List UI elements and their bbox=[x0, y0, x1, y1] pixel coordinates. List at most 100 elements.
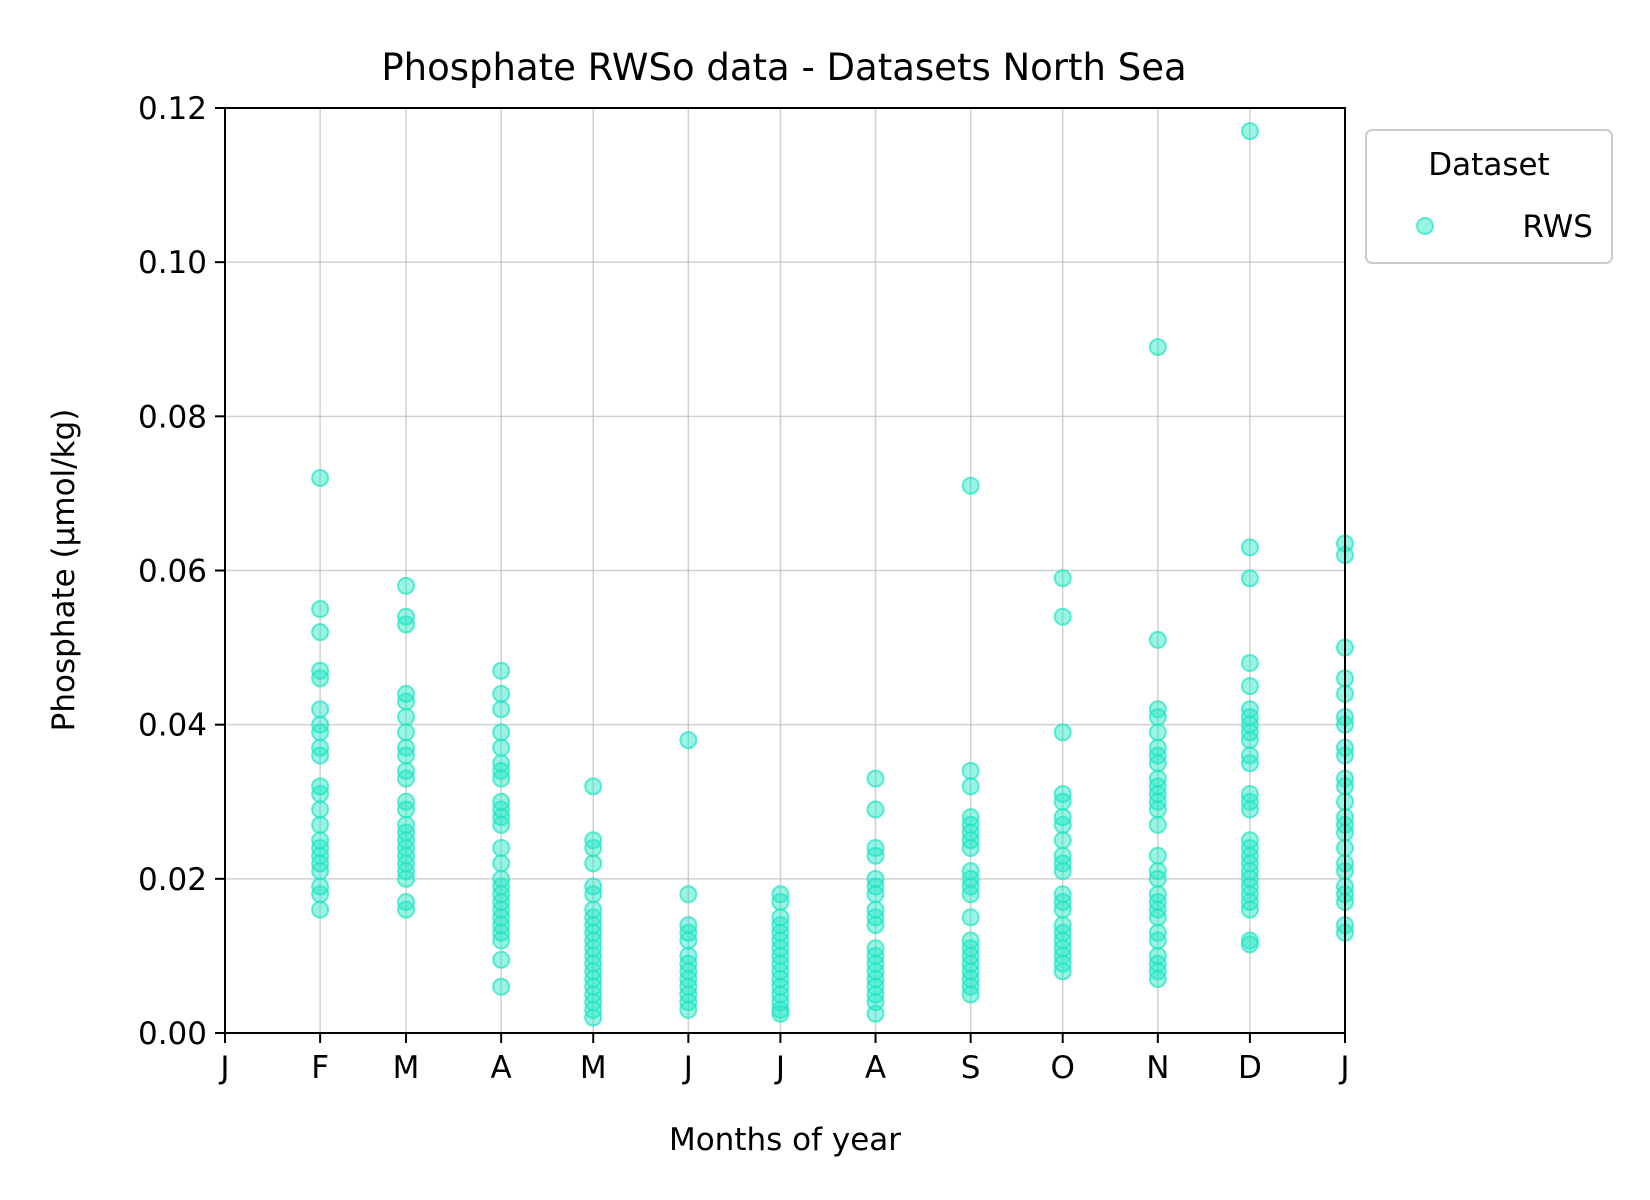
data-point bbox=[311, 885, 330, 904]
data-point bbox=[961, 839, 980, 857]
data-point bbox=[679, 885, 698, 904]
x-axis-label: Months of year bbox=[669, 1122, 901, 1158]
legend-label-rws: RWS bbox=[1522, 209, 1593, 245]
data-point bbox=[1053, 607, 1072, 626]
data-point bbox=[397, 692, 416, 711]
data-point bbox=[311, 815, 330, 834]
data-point bbox=[1240, 800, 1259, 819]
legend-marker-rws bbox=[1416, 217, 1434, 235]
data-point bbox=[584, 854, 603, 873]
data-point bbox=[1148, 869, 1167, 888]
data-point bbox=[961, 777, 980, 796]
data-point bbox=[679, 931, 698, 950]
data-point bbox=[311, 900, 330, 919]
x-tick-label-12: J bbox=[1338, 1050, 1349, 1086]
data-point bbox=[1148, 707, 1167, 726]
data-point bbox=[397, 576, 416, 595]
data-point bbox=[1148, 931, 1167, 950]
data-points bbox=[311, 122, 1354, 1027]
x-tick-label-3: A bbox=[491, 1050, 512, 1086]
data-point bbox=[1053, 815, 1072, 834]
data-point bbox=[311, 623, 330, 642]
data-point bbox=[1053, 962, 1072, 981]
data-point bbox=[1148, 800, 1167, 819]
data-point bbox=[1240, 900, 1259, 919]
legend: Dataset RWS bbox=[1365, 129, 1613, 264]
data-point bbox=[311, 600, 330, 619]
data-point bbox=[492, 977, 511, 996]
data-point bbox=[492, 661, 511, 680]
x-tick-label-5: J bbox=[682, 1050, 693, 1086]
data-point bbox=[584, 885, 603, 904]
data-point bbox=[961, 885, 980, 904]
data-point bbox=[1053, 723, 1072, 742]
data-point bbox=[1240, 754, 1259, 773]
data-point bbox=[311, 746, 330, 765]
y-tick-label-0: 0.00 bbox=[138, 1016, 207, 1052]
data-point bbox=[492, 839, 511, 857]
y-tick-label-5: 0.10 bbox=[138, 245, 207, 281]
data-point bbox=[397, 746, 416, 765]
data-point bbox=[866, 1004, 885, 1023]
data-point bbox=[866, 916, 885, 935]
data-point bbox=[1240, 569, 1259, 588]
data-point bbox=[961, 908, 980, 927]
data-point bbox=[1148, 723, 1167, 742]
data-point bbox=[1148, 970, 1167, 989]
data-point bbox=[771, 892, 790, 911]
x-tick-label-6: J bbox=[774, 1050, 785, 1086]
data-point bbox=[492, 738, 511, 757]
x-tick-label-4: M bbox=[580, 1050, 607, 1086]
data-point bbox=[397, 707, 416, 726]
data-point bbox=[584, 1008, 603, 1027]
data-point bbox=[1148, 846, 1167, 865]
data-point bbox=[1240, 677, 1259, 696]
data-point bbox=[771, 1004, 790, 1023]
y-tick-label-2: 0.04 bbox=[138, 708, 207, 744]
y-axis-ticks: 0.00 0.02 0.04 0.06 0.08 0.10 0.12 bbox=[138, 91, 225, 1052]
x-tick-label-8: S bbox=[961, 1050, 981, 1086]
x-tick-label-7: A bbox=[865, 1050, 886, 1086]
y-axis-label: Phosphate (µmol/kg) bbox=[46, 409, 82, 732]
data-point bbox=[397, 615, 416, 634]
x-tick-label-0: J bbox=[218, 1050, 229, 1086]
data-point bbox=[961, 985, 980, 1004]
x-tick-label-2: M bbox=[393, 1050, 420, 1086]
data-point bbox=[397, 900, 416, 919]
x-tick-label-11: D bbox=[1238, 1050, 1262, 1086]
data-point bbox=[492, 950, 511, 969]
data-point bbox=[1053, 862, 1072, 881]
data-point bbox=[397, 800, 416, 819]
data-point bbox=[1240, 731, 1259, 750]
data-point bbox=[397, 769, 416, 788]
data-point bbox=[492, 931, 511, 950]
data-point bbox=[311, 669, 330, 688]
data-point bbox=[1148, 337, 1167, 356]
data-point bbox=[492, 684, 511, 703]
data-point bbox=[961, 761, 980, 780]
data-point bbox=[1053, 831, 1072, 850]
chart-title: Phosphate RWSo data - Datasets North Sea bbox=[381, 46, 1186, 89]
data-point bbox=[1053, 792, 1072, 811]
data-point bbox=[1148, 630, 1167, 649]
y-tick-label-1: 0.02 bbox=[138, 862, 207, 898]
data-point bbox=[492, 700, 511, 719]
y-tick-label-3: 0.06 bbox=[138, 554, 207, 590]
data-point bbox=[866, 800, 885, 819]
data-point bbox=[866, 846, 885, 865]
data-point bbox=[311, 862, 330, 881]
data-point bbox=[679, 731, 698, 750]
data-point bbox=[866, 769, 885, 788]
data-point bbox=[1148, 754, 1167, 773]
legend-box bbox=[1365, 129, 1613, 264]
data-point bbox=[679, 1000, 698, 1019]
data-point bbox=[1053, 900, 1072, 919]
x-tick-label-1: F bbox=[311, 1050, 329, 1086]
x-tick-label-9: O bbox=[1050, 1050, 1074, 1086]
data-point bbox=[311, 785, 330, 804]
data-point bbox=[1148, 908, 1167, 927]
data-point bbox=[1053, 569, 1072, 588]
data-point bbox=[1240, 122, 1259, 141]
y-tick-label-4: 0.08 bbox=[138, 399, 207, 435]
